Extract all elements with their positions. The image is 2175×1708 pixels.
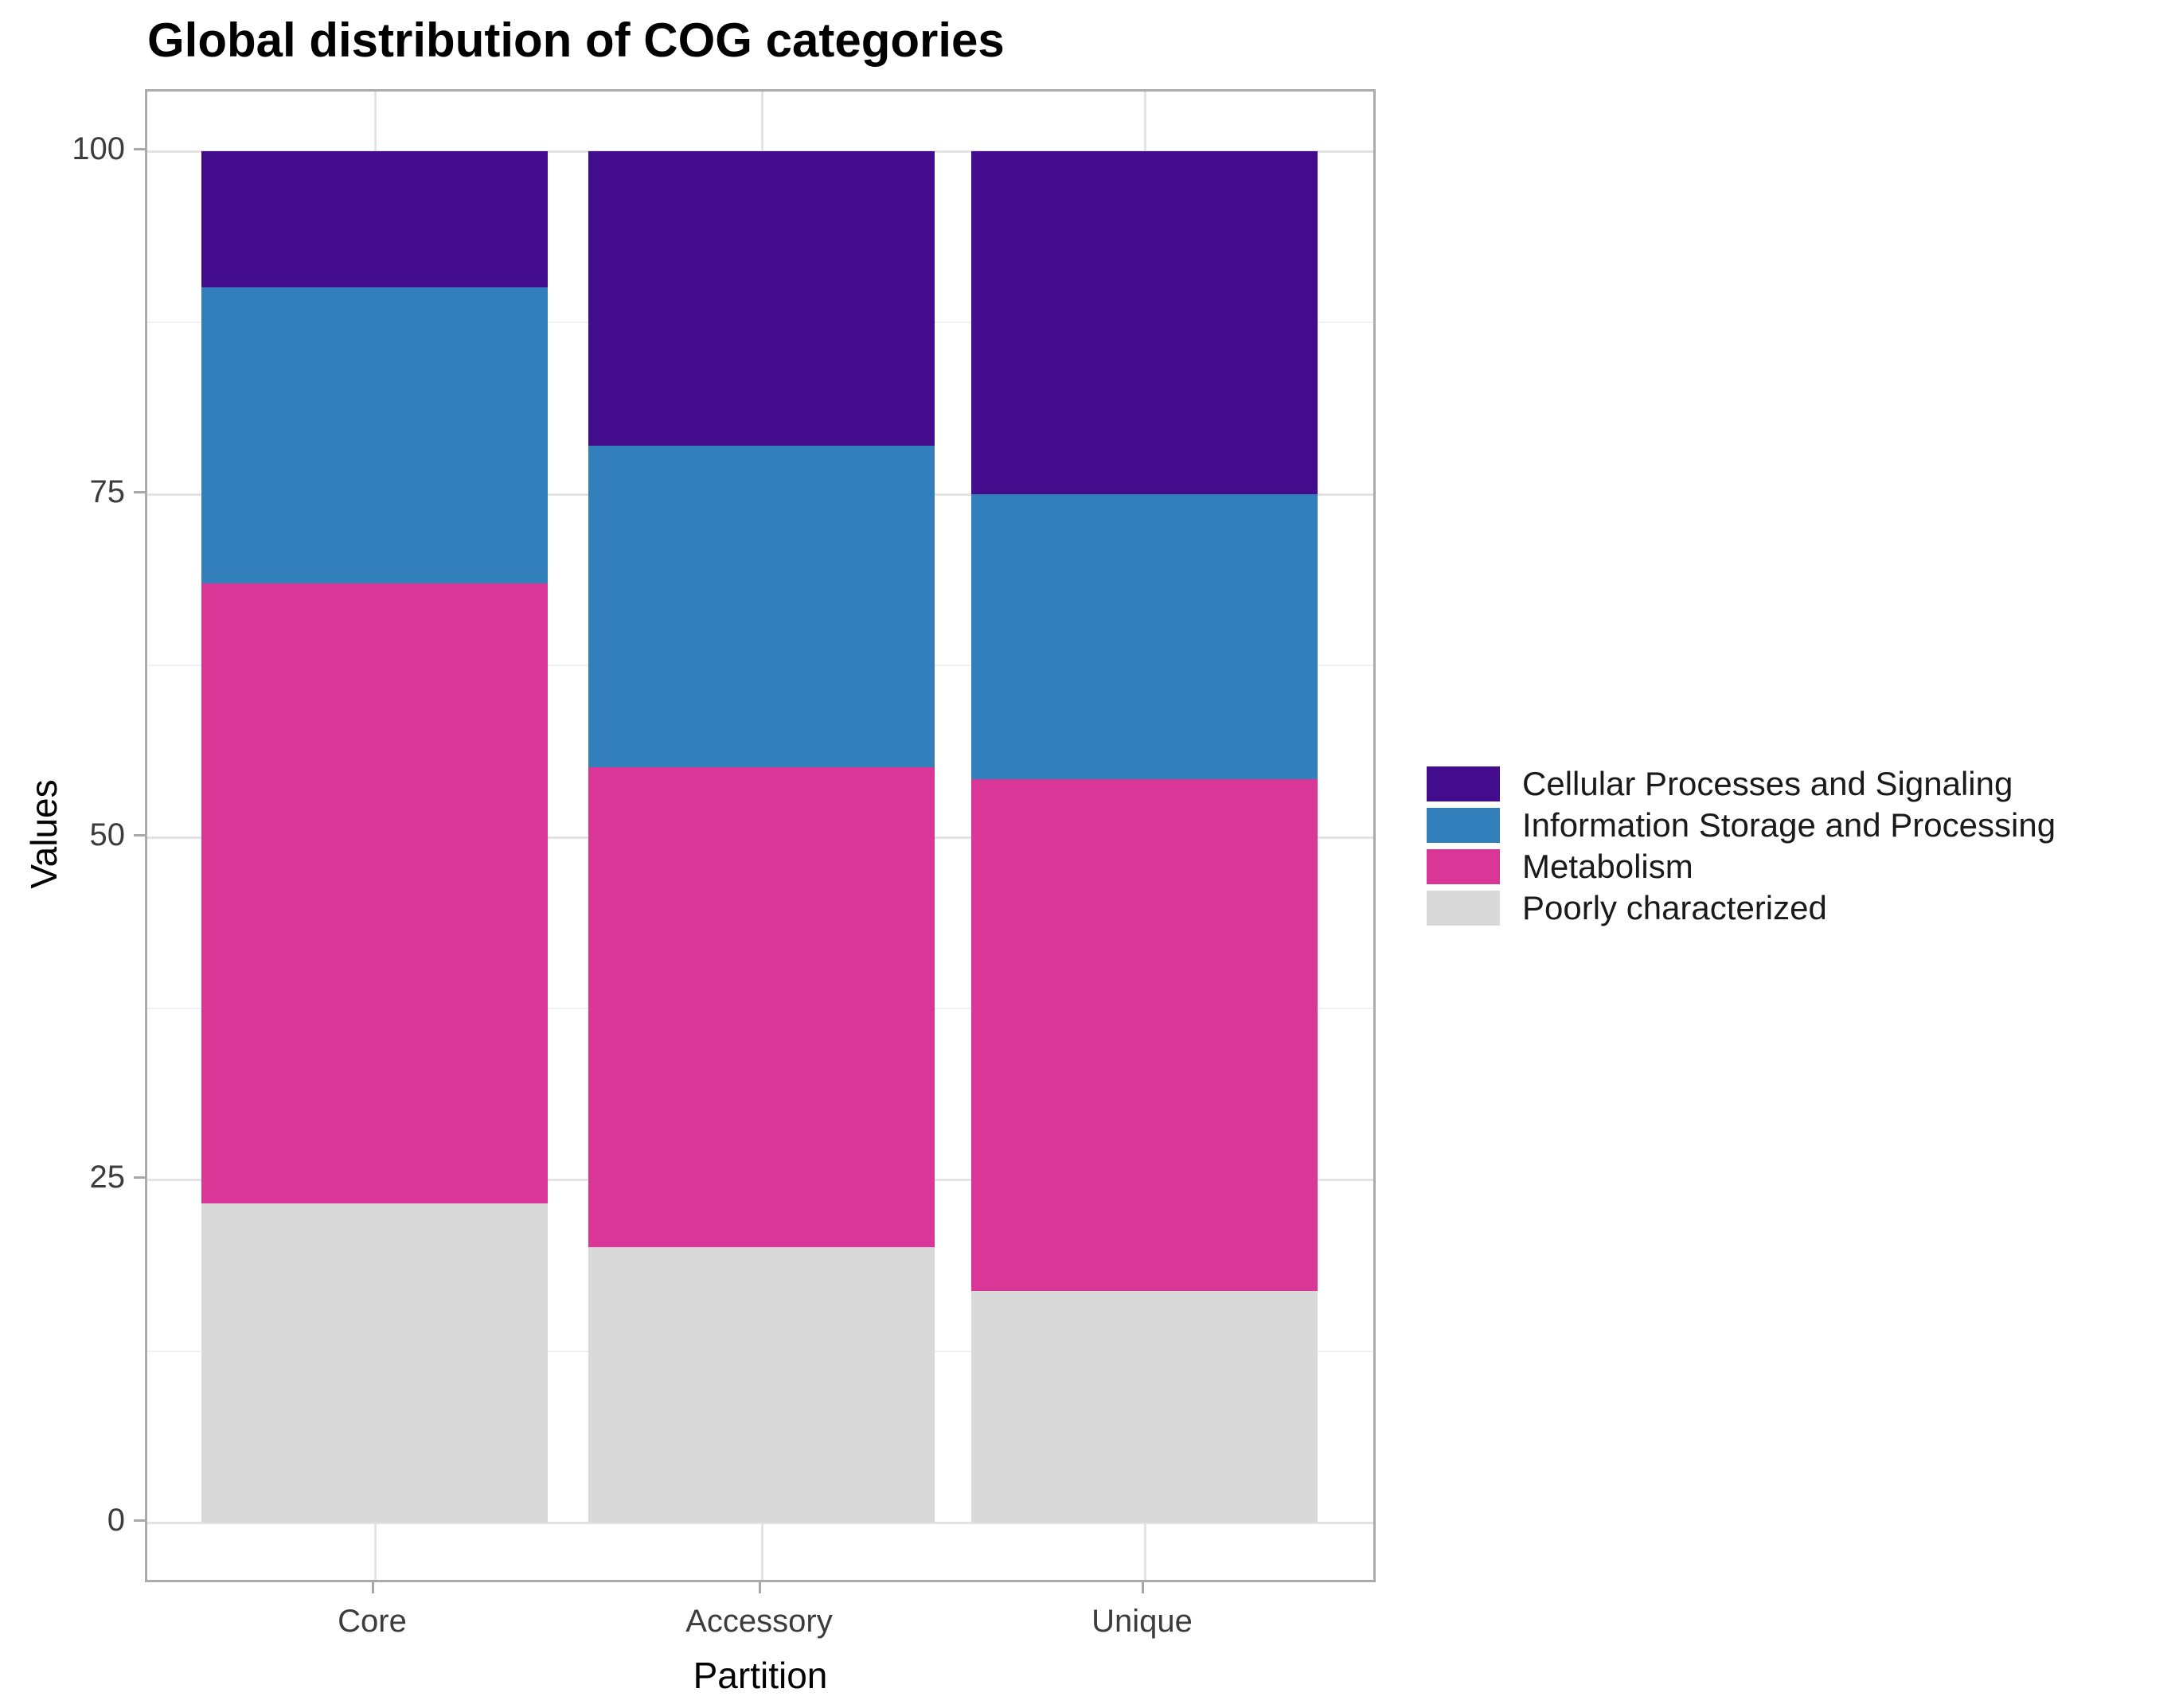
legend-label: Metabolism xyxy=(1522,848,1693,885)
chart-title: Global distribution of COG categories xyxy=(147,14,1005,67)
bar-segment-unique xyxy=(971,779,1318,1291)
y-tick-mark xyxy=(134,1176,145,1180)
x-tick-label: Unique xyxy=(1091,1604,1193,1639)
bar-segment-unique xyxy=(971,1290,1318,1523)
legend-label: Information Storage and Processing xyxy=(1522,806,2056,844)
bar-segment-unique xyxy=(971,151,1318,494)
legend-item: Information Storage and Processing xyxy=(1427,808,2056,843)
x-tick-label: Core xyxy=(338,1604,407,1639)
legend-item: Poorly characterized xyxy=(1427,891,2056,926)
x-tick-mark xyxy=(1141,1582,1144,1593)
bar-segment-unique xyxy=(971,493,1318,780)
y-tick-label: 50 xyxy=(89,817,126,852)
x-axis-title: Partition xyxy=(693,1655,828,1696)
legend-item: Cellular Processes and Signaling xyxy=(1427,766,2056,801)
bar-segment-accessory xyxy=(588,446,935,767)
x-tick-label: Accessory xyxy=(685,1604,833,1639)
bar-segment-accessory xyxy=(588,766,935,1247)
legend-swatch-3 xyxy=(1427,849,1500,884)
x-tick-mark xyxy=(371,1582,374,1593)
y-tick-mark xyxy=(134,490,145,493)
legend-swatch-2 xyxy=(1427,808,1500,843)
bar-segment-accessory xyxy=(588,151,935,446)
y-tick-label: 0 xyxy=(107,1503,125,1538)
x-tick-mark xyxy=(758,1582,761,1593)
bar-segment-core xyxy=(201,583,548,1203)
bar-segment-core xyxy=(201,151,548,287)
legend: Cellular Processes and Signaling Informat… xyxy=(1427,766,2056,926)
legend-label: Cellular Processes and Signaling xyxy=(1522,765,2013,802)
bar-segment-accessory xyxy=(588,1246,935,1523)
legend-swatch-4 xyxy=(1427,891,1500,926)
y-tick-mark xyxy=(134,833,145,836)
legend-swatch-1 xyxy=(1427,766,1500,801)
gridline-major xyxy=(147,1522,1373,1524)
y-axis-title: Values xyxy=(23,779,64,889)
y-tick-label: 100 xyxy=(72,131,125,166)
y-tick-label: 75 xyxy=(89,474,126,509)
plot-panel xyxy=(145,89,1376,1582)
bar-segment-core xyxy=(201,287,548,583)
y-tick-label: 25 xyxy=(89,1160,126,1195)
legend-item: Metabolism xyxy=(1427,849,2056,884)
legend-label: Poorly characterized xyxy=(1522,889,1827,926)
y-tick-mark xyxy=(134,148,145,150)
y-tick-mark xyxy=(134,1519,145,1522)
bar-segment-core xyxy=(201,1203,548,1523)
